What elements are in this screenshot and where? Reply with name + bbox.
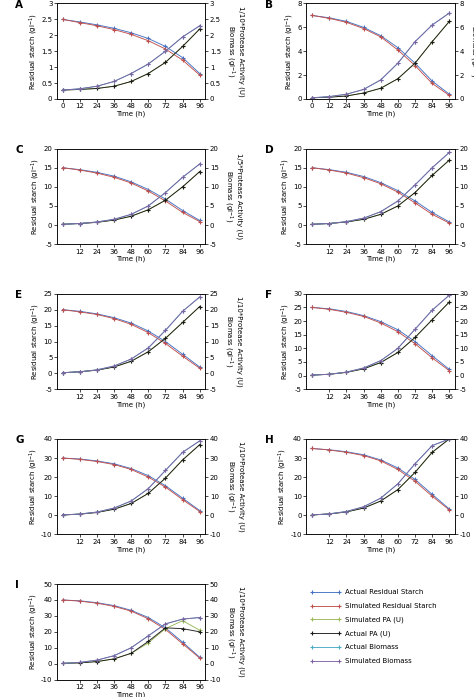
X-axis label: Time (h): Time (h) xyxy=(366,111,395,117)
Text: B: B xyxy=(265,0,273,10)
Y-axis label: Residual starch (gl$^{-1}$): Residual starch (gl$^{-1}$) xyxy=(277,448,289,525)
Text: Simulated Residual Starch: Simulated Residual Starch xyxy=(345,603,437,608)
Text: I: I xyxy=(15,581,19,590)
Text: G: G xyxy=(15,435,24,445)
Y-axis label: 1/10*Protease Activity (U)
Biomass (gl$^{-1}$): 1/10*Protease Activity (U) Biomass (gl$^… xyxy=(471,151,474,242)
Y-axis label: 1/10*Protease Activity (U)
Biomass (gl$^{-1}$): 1/10*Protease Activity (U) Biomass (gl$^… xyxy=(222,296,242,387)
Text: Actual Biomass: Actual Biomass xyxy=(345,644,399,650)
Text: Actual PA (U): Actual PA (U) xyxy=(345,630,391,636)
Y-axis label: Residual starch (gl$^{-1}$): Residual starch (gl$^{-1}$) xyxy=(279,303,292,380)
X-axis label: Time (h): Time (h) xyxy=(117,546,146,553)
Y-axis label: Residual starch (gl$^{-1}$): Residual starch (gl$^{-1}$) xyxy=(279,158,292,235)
Text: A: A xyxy=(15,0,23,10)
Y-axis label: 1/5*Protease Activity (U)
Biomass (gl$^{-1}$): 1/5*Protease Activity (U) Biomass (gl$^{… xyxy=(222,153,242,240)
Y-axis label: Residual starch (gl$^{-1}$): Residual starch (gl$^{-1}$) xyxy=(27,448,39,525)
X-axis label: Time (h): Time (h) xyxy=(366,401,395,408)
Y-axis label: Residual starch (gl$^{-1}$): Residual starch (gl$^{-1}$) xyxy=(284,13,296,90)
Text: D: D xyxy=(265,145,273,155)
X-axis label: Time (h): Time (h) xyxy=(117,256,146,263)
Text: Simulated Biomass: Simulated Biomass xyxy=(345,658,412,664)
Y-axis label: 1/10*Protease Activity (U)
Biomass (gl$^{-1}$): 1/10*Protease Activity (U) Biomass (gl$^… xyxy=(224,586,245,677)
Text: Simulated PA (U): Simulated PA (U) xyxy=(345,616,404,622)
Y-axis label: 1/5*Protease Activity (U)
Biomass (gl$^{-1}$): 1/5*Protease Activity (U) Biomass (gl$^{… xyxy=(467,8,474,94)
Y-axis label: Residual starch (gl$^{-1}$): Residual starch (gl$^{-1}$) xyxy=(27,593,39,671)
Y-axis label: Residual starch (gl$^{-1}$): Residual starch (gl$^{-1}$) xyxy=(30,303,42,380)
Text: E: E xyxy=(15,290,22,300)
X-axis label: Time (h): Time (h) xyxy=(117,691,146,697)
Y-axis label: Residual starch (gl$^{-1}$): Residual starch (gl$^{-1}$) xyxy=(27,13,40,90)
Text: C: C xyxy=(15,145,23,155)
Text: F: F xyxy=(265,290,272,300)
Text: H: H xyxy=(265,435,273,445)
Y-axis label: Residual starch (gl$^{-1}$): Residual starch (gl$^{-1}$) xyxy=(30,158,42,235)
X-axis label: Time (h): Time (h) xyxy=(117,111,146,117)
Y-axis label: 1/10*Protease Activity (U)
Biomass (gl$^{-1}$): 1/10*Protease Activity (U) Biomass (gl$^… xyxy=(224,6,244,97)
X-axis label: Time (h): Time (h) xyxy=(366,256,395,263)
Y-axis label: 1/10*Protease Activity (U)
Biomass (gl$^{-1}$): 1/10*Protease Activity (U) Biomass (gl$^… xyxy=(471,296,474,387)
X-axis label: Time (h): Time (h) xyxy=(366,546,395,553)
Text: Actual Residual Starch: Actual Residual Starch xyxy=(345,589,423,595)
Y-axis label: 1/10*Protease Activity (U)
Biomass (gl$^{-1}$): 1/10*Protease Activity (U) Biomass (gl$^… xyxy=(224,441,245,532)
X-axis label: Time (h): Time (h) xyxy=(117,401,146,408)
